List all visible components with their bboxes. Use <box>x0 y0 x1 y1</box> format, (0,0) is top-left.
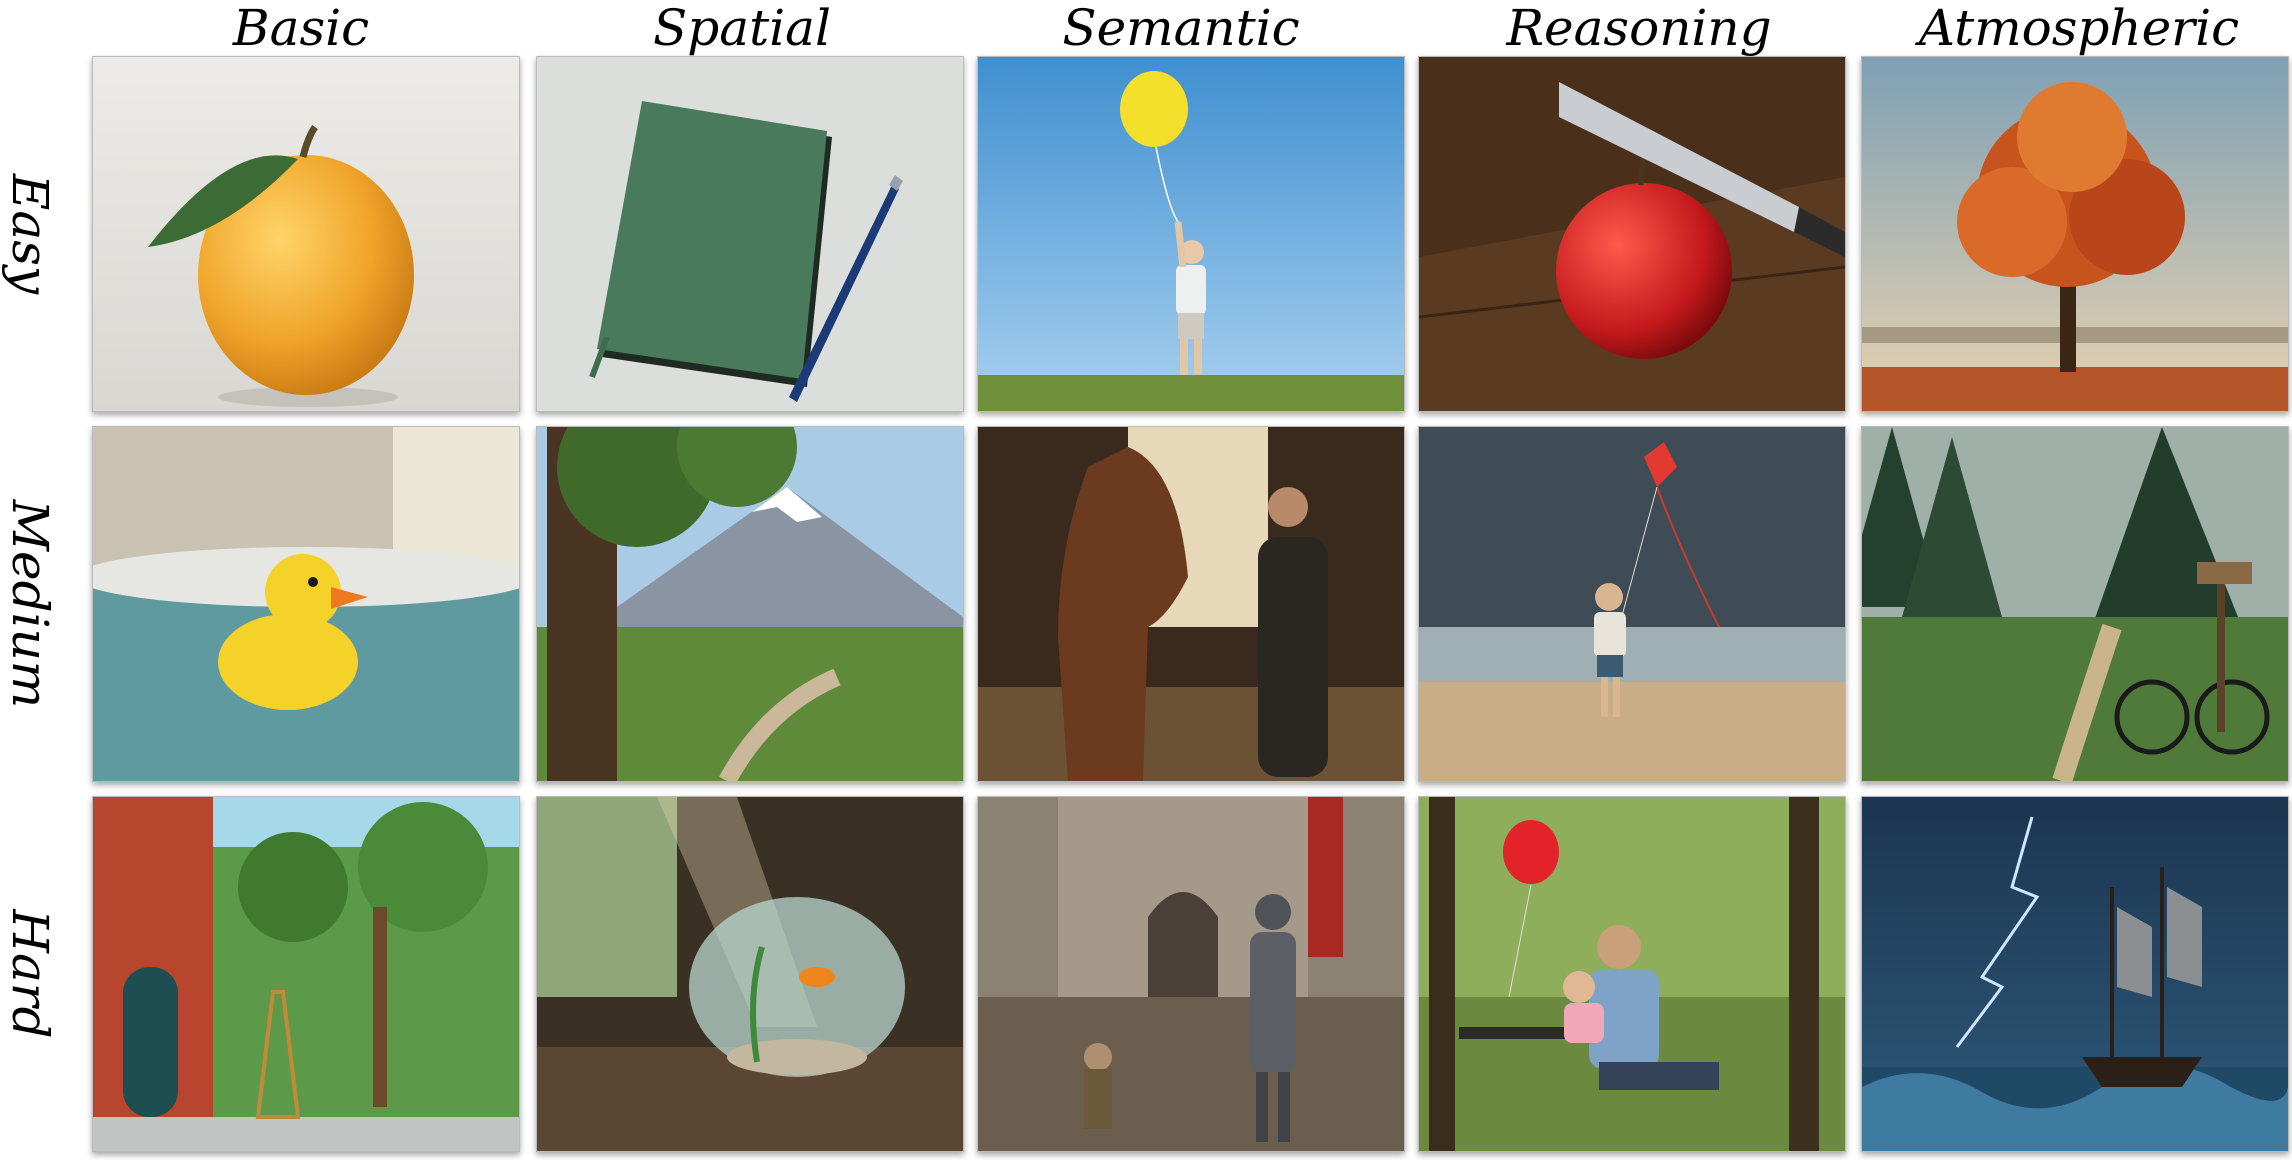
image-hard-reasoning-bench-reading <box>1418 796 1846 1152</box>
image-easy-atmospheric-tree <box>1861 56 2289 412</box>
image-hard-basic-street-mural <box>92 796 520 1152</box>
row-label-medium: Medium <box>1 499 59 709</box>
image-medium-atmospheric-forest-path <box>1861 426 2289 782</box>
image-hard-spatial-fishbowl <box>536 796 964 1152</box>
row-header-hard: Hard <box>0 796 60 1152</box>
column-header-semantic: Semantic <box>1062 0 1300 57</box>
row-label-hard: Hard <box>1 909 59 1039</box>
image-easy-spatial-notebook <box>536 56 964 412</box>
image-medium-semantic-horse <box>977 426 1405 782</box>
column-header-basic: Basic <box>232 0 370 57</box>
image-easy-basic-orange <box>92 56 520 412</box>
row-label-easy: Easy <box>1 173 59 295</box>
column-header-atmospheric: Atmospheric <box>1918 0 2240 57</box>
image-easy-semantic-balloon <box>977 56 1405 412</box>
row-header-easy: Easy <box>0 56 60 412</box>
column-header-reasoning: Reasoning <box>1506 0 1772 57</box>
column-header-spatial: Spatial <box>653 0 831 57</box>
image-easy-reasoning-apple <box>1418 56 1846 412</box>
image-hard-semantic-knight <box>977 796 1405 1152</box>
image-medium-spatial-mountain <box>536 426 964 782</box>
row-header-medium: Medium <box>0 426 60 782</box>
image-medium-basic-duck <box>92 426 520 782</box>
image-hard-atmospheric-storm-ship <box>1861 796 2289 1152</box>
image-medium-reasoning-kite <box>1418 426 1846 782</box>
